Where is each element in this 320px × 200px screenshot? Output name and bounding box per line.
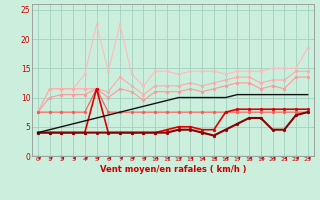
X-axis label: Vent moyen/en rafales ( km/h ): Vent moyen/en rafales ( km/h ) bbox=[100, 165, 246, 174]
